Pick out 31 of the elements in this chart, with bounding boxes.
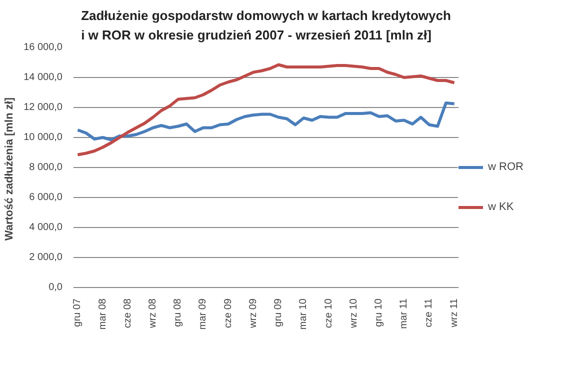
x-tick-label: wrz 09: [248, 298, 259, 329]
x-tick-label: cze 08: [122, 298, 134, 328]
x-tick-label: gru 09: [273, 298, 284, 327]
x-tick-label: gru 08: [172, 298, 184, 327]
x-tick-label: cze 10: [323, 298, 334, 328]
x-tick-label: cze 11: [424, 298, 435, 328]
chart-title: Zadłużenie gospodarstw domowych w kartach kredytowych i w ROR w okresie grudzień 2007 - wrzesień 2011 [mln zł]: [81, 8, 451, 42]
x-tick-label: mar 09: [198, 298, 209, 330]
line-series: [76, 102, 456, 142]
x-tick-label: mar 08: [97, 298, 108, 330]
y-tick-label: 8 000,0: [29, 162, 63, 173]
line-series: [76, 63, 456, 156]
y-tick-label: 6 000,0: [29, 192, 63, 203]
y-tick-label: 0,0: [48, 282, 63, 293]
x-tick-label: gru 07: [72, 298, 84, 327]
x-tick-label: wrz 10: [348, 298, 360, 329]
y-tick-label: 16 000,0: [24, 42, 63, 53]
x-tick-label: wrz 08: [148, 298, 159, 329]
x-tick-label: mar 11: [398, 298, 410, 329]
y-tick-label: 12 000,0: [24, 102, 63, 113]
y-tick-label: 4 000,0: [29, 222, 63, 233]
x-tick-label: gru 10: [373, 298, 384, 327]
legend-label: w ROR: [488, 161, 524, 173]
x-tick-label: cze 09: [222, 298, 234, 328]
y-tick-label: 2 000,0: [29, 252, 63, 263]
legend-label: w KK: [488, 201, 514, 213]
y-tick-label: 14 000,0: [24, 72, 63, 83]
y-tick-label: 10 000,0: [24, 132, 63, 143]
x-tick-label: mar 10: [298, 298, 310, 330]
x-tick-label: wrz 11: [448, 298, 460, 328]
y-axis-title: Wartość zadłużenia [mln zł]: [4, 97, 16, 241]
